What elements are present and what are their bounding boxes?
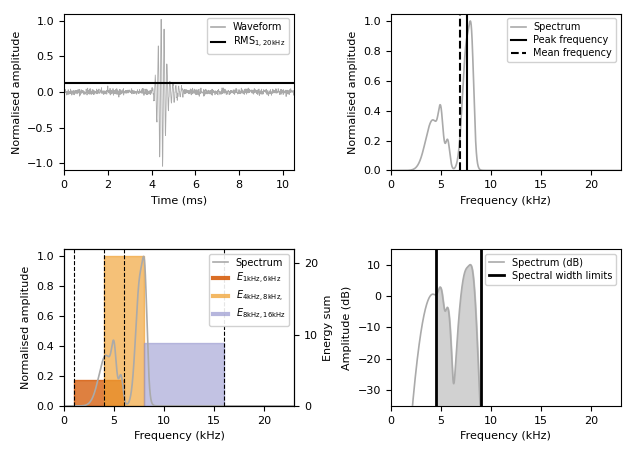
Legend: Spectrum (dB), Spectral width limits: Spectrum (dB), Spectral width limits: [485, 254, 616, 285]
X-axis label: Frequency (kHz): Frequency (kHz): [460, 431, 551, 441]
Y-axis label: Normalised amplitude: Normalised amplitude: [348, 30, 358, 154]
Waveform: [71, 88, 79, 94]
Legend: Spectrum, Peak frequency, Mean frequency: Spectrum, Peak frequency, Mean frequency: [507, 18, 616, 62]
Y-axis label: Energy sum: Energy sum: [323, 294, 333, 361]
Legend: Waveform, RMS$_{1,20\mathrm{kHz}}$: Waveform, RMS$_{1,20\mathrm{kHz}}$: [207, 18, 289, 54]
Y-axis label: Normalised amplitude: Normalised amplitude: [21, 266, 31, 389]
Waveform: [77, 91, 85, 96]
Waveform: [159, 164, 166, 169]
Legend: Spectrum, $E_\mathrm{1kHz,6kHz}$, $E_\mathrm{4kHz,8kHz,}$, $E_\mathrm{8kHz,16kHz: Spectrum, $E_\mathrm{1kHz,6kHz}$, $E_\ma…: [209, 254, 289, 326]
Y-axis label: Normalised amplitude: Normalised amplitude: [12, 30, 22, 154]
X-axis label: Time (ms): Time (ms): [151, 196, 207, 206]
X-axis label: Frequency (kHz): Frequency (kHz): [134, 431, 225, 441]
Waveform: [157, 17, 165, 22]
Y-axis label: Amplitude (dB): Amplitude (dB): [342, 285, 352, 369]
Waveform: [118, 89, 126, 95]
Waveform: [156, 126, 163, 132]
Line: Waveform: Waveform: [64, 19, 294, 166]
X-axis label: Frequency (kHz): Frequency (kHz): [460, 196, 551, 206]
Waveform: [282, 88, 289, 94]
Waveform: [60, 88, 68, 94]
Waveform: [237, 85, 245, 91]
Waveform: [291, 89, 298, 94]
